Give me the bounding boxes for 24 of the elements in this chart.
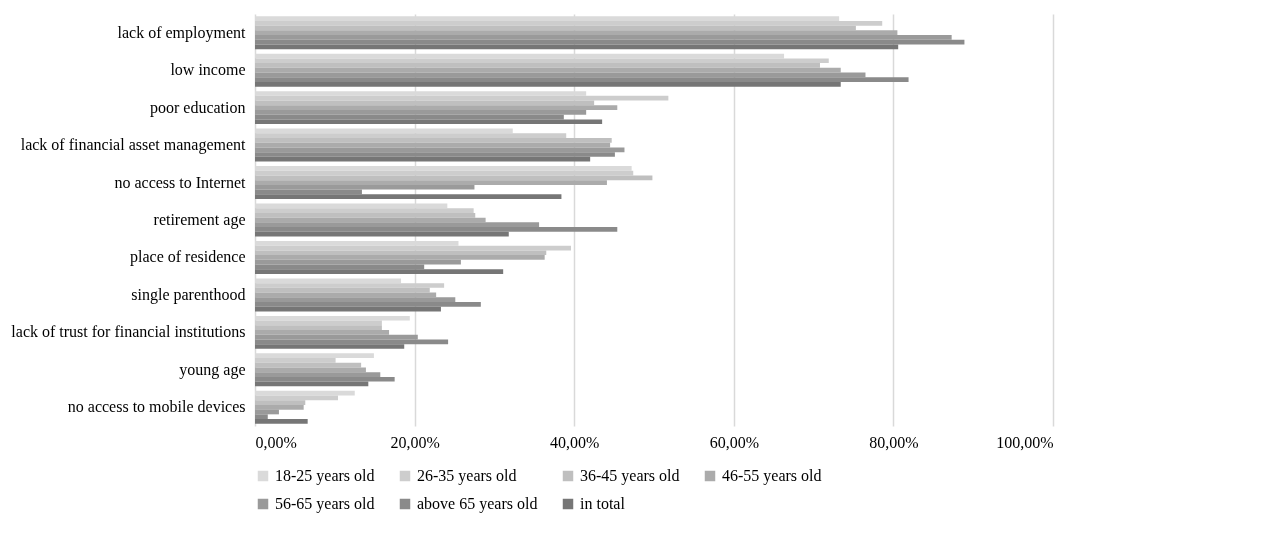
y-tick-label: lack of employment: [117, 23, 247, 42]
y-tick-label: young age: [179, 360, 246, 379]
y-tick-label: no access to mobile devices: [67, 398, 246, 416]
legend-label: 36-45 years old: [580, 467, 680, 485]
y-tick-label: retirement age: [153, 211, 246, 229]
y-tick-label: single parenthood: [131, 285, 246, 304]
y-tick-label: lack of trust for financial institutions: [11, 323, 246, 341]
legend-label: 46-55 years old: [722, 467, 822, 485]
y-tick-label: lack of financial asset management: [20, 136, 247, 155]
x-tick-label: 100,00%: [996, 433, 1054, 451]
legend-label: 56-65 years old: [275, 495, 375, 513]
y-tick-label: low income: [170, 61, 246, 79]
y-tick-label: no access to Internet: [114, 173, 247, 191]
x-tick-label: 80,00%: [869, 433, 919, 451]
x-tick-label: 60,00%: [709, 433, 759, 451]
x-tick-label: 40,00%: [550, 433, 600, 451]
x-tick-label: 0,00%: [255, 433, 297, 451]
legend-label: above 65 years old: [417, 495, 538, 513]
y-tick-label: place of residence: [130, 248, 246, 267]
y-tick-label: poor education: [149, 98, 246, 117]
legend-label: 18-25 years old: [275, 467, 375, 485]
legend-label: in total: [580, 495, 626, 512]
x-tick-label: 20,00%: [390, 433, 440, 451]
legend-label: 26-35 years old: [417, 467, 517, 485]
